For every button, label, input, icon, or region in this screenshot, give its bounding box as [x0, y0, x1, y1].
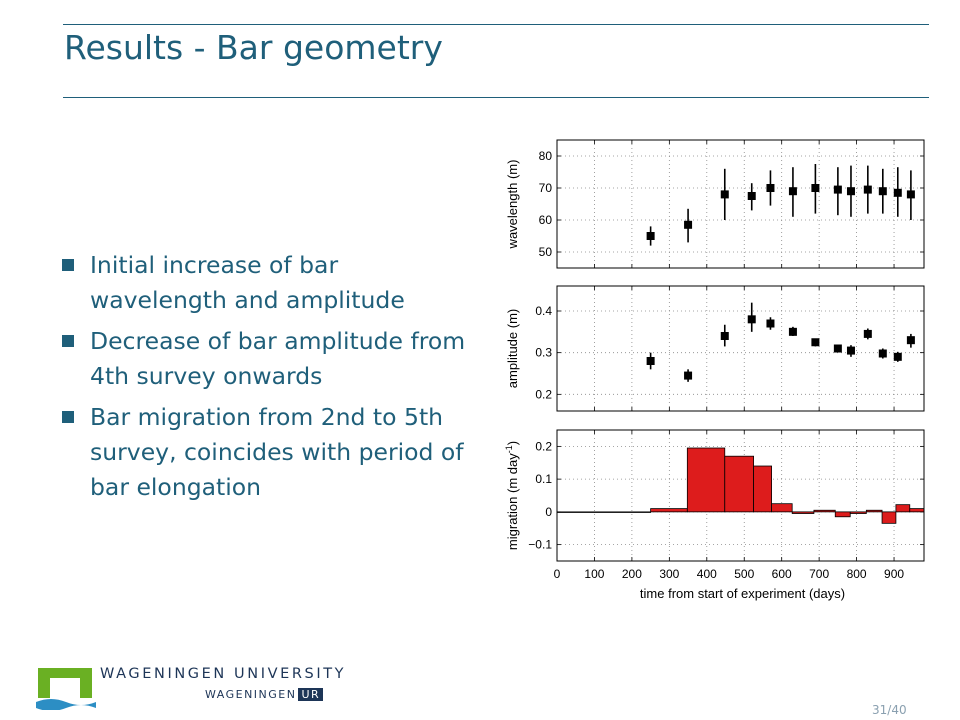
- bullet-list: Initial increase of bar wavelength and a…: [60, 248, 480, 511]
- y-axis-label: migration (m day-1): [504, 441, 520, 550]
- chart-panel-3: −0.1 0 0.1 0.2 migration (m day-1) 0 100 200 300…: [504, 429, 925, 601]
- data-point: [878, 349, 887, 358]
- migration-bar: [753, 465, 772, 513]
- data-point: [846, 346, 855, 355]
- data-point: [833, 344, 842, 353]
- y-tick-label: 70: [539, 181, 553, 195]
- migration-bar: [771, 503, 793, 513]
- data-point: [906, 336, 915, 345]
- data-point: [846, 187, 855, 196]
- wur-box: UR: [298, 688, 324, 701]
- migration-bar: [813, 509, 836, 513]
- wur-wordmark: WAGENINGEN UR: [205, 688, 324, 701]
- data-point: [720, 190, 729, 199]
- data-point: [811, 338, 820, 347]
- top-rule: [63, 24, 929, 25]
- data-point: [766, 319, 775, 328]
- x-tick-label: 400: [697, 567, 717, 581]
- x-tick-label: 600: [772, 567, 792, 581]
- wageningen-logo-icon: [36, 668, 96, 710]
- axes-frame: [556, 429, 925, 562]
- migration-bar: [686, 447, 726, 513]
- y-tick-label: 0.1: [535, 472, 552, 486]
- migration-bar: [724, 455, 755, 513]
- migration-bar: [834, 511, 851, 518]
- y-tick-label: 0.4: [535, 304, 552, 318]
- x-tick-label: 900: [884, 567, 904, 581]
- data-point: [720, 332, 729, 340]
- bullet-item: Initial increase of bar wavelength and a…: [60, 248, 480, 318]
- axes-frame: [556, 285, 925, 412]
- axes-frame: [556, 139, 925, 269]
- x-tick-label: 0: [554, 567, 561, 581]
- bullet-item: Decrease of bar amplitude from 4th surve…: [60, 324, 480, 394]
- data-point: [906, 190, 915, 199]
- y-tick-label: 50: [539, 245, 553, 259]
- y-tick-label: 80: [539, 149, 553, 163]
- x-axis-label: time from start of experiment (days): [640, 586, 845, 601]
- data-point: [893, 352, 902, 361]
- x-tick-label: 700: [809, 567, 829, 581]
- migration-bar: [909, 508, 925, 513]
- bullet-square-icon: [62, 411, 74, 423]
- y-axis-label-close: ): [505, 441, 520, 445]
- y-tick-label: 0.3: [535, 346, 552, 360]
- y-axis-label: amplitude (m): [505, 309, 520, 388]
- bullet-text: Initial increase of bar wavelength and a…: [90, 251, 405, 314]
- data-point: [811, 184, 820, 192]
- bullet-text: Decrease of bar amplitude from 4th surve…: [90, 327, 466, 390]
- migration-bar: [849, 511, 867, 514]
- migration-bar: [881, 511, 897, 524]
- data-point: [684, 371, 693, 380]
- x-tick-label: 500: [734, 567, 754, 581]
- migration-bar: [650, 508, 688, 513]
- y-tick-label: 0.2: [535, 439, 552, 453]
- data-point: [833, 185, 842, 194]
- y-tick-label: 0: [545, 505, 552, 519]
- title-rule: [63, 97, 929, 98]
- bullet-text: Bar migration from 2nd to 5th survey, co…: [90, 403, 464, 501]
- data-point: [878, 187, 887, 196]
- page-number: 31/40: [872, 703, 907, 717]
- y-tick-label: −0.1: [528, 538, 552, 552]
- data-point: [766, 184, 775, 192]
- x-tick-label: 200: [622, 567, 642, 581]
- migration-bar: [556, 511, 652, 513]
- data-point: [747, 315, 756, 324]
- bullet-item: Bar migration from 2nd to 5th survey, co…: [60, 400, 480, 505]
- university-name: WAGENINGEN UNIVERSITY: [100, 666, 347, 682]
- bullet-square-icon: [62, 335, 74, 347]
- data-point: [684, 220, 693, 229]
- y-tick-label: 60: [539, 213, 553, 227]
- y-axis-label: wavelength (m): [505, 160, 520, 250]
- y-tick-label: 0.2: [535, 387, 552, 401]
- bullet-square-icon: [62, 259, 74, 271]
- x-tick-label: 300: [659, 567, 679, 581]
- data-point: [863, 185, 872, 194]
- x-tick-label: 800: [847, 567, 867, 581]
- migration-bar: [791, 511, 815, 514]
- chart-panel-1: 50 60 70 80 wavelength (m): [505, 139, 925, 269]
- data-point: [788, 187, 797, 196]
- data-point: [893, 188, 902, 197]
- migration-bar: [895, 504, 911, 513]
- page-title: Results - Bar geometry: [64, 28, 443, 67]
- data-point: [747, 192, 756, 200]
- chart-panel-2: 0.2 0.3 0.4 amplitude (m): [505, 285, 925, 412]
- data-point: [646, 232, 655, 240]
- x-tick-label: 100: [584, 567, 604, 581]
- data-point: [863, 329, 872, 338]
- data-point: [646, 357, 655, 365]
- y-axis-label-superscript: -1: [504, 445, 514, 453]
- data-point: [788, 327, 797, 336]
- migration-bar: [865, 509, 883, 513]
- wur-prefix: WAGENINGEN: [205, 688, 297, 701]
